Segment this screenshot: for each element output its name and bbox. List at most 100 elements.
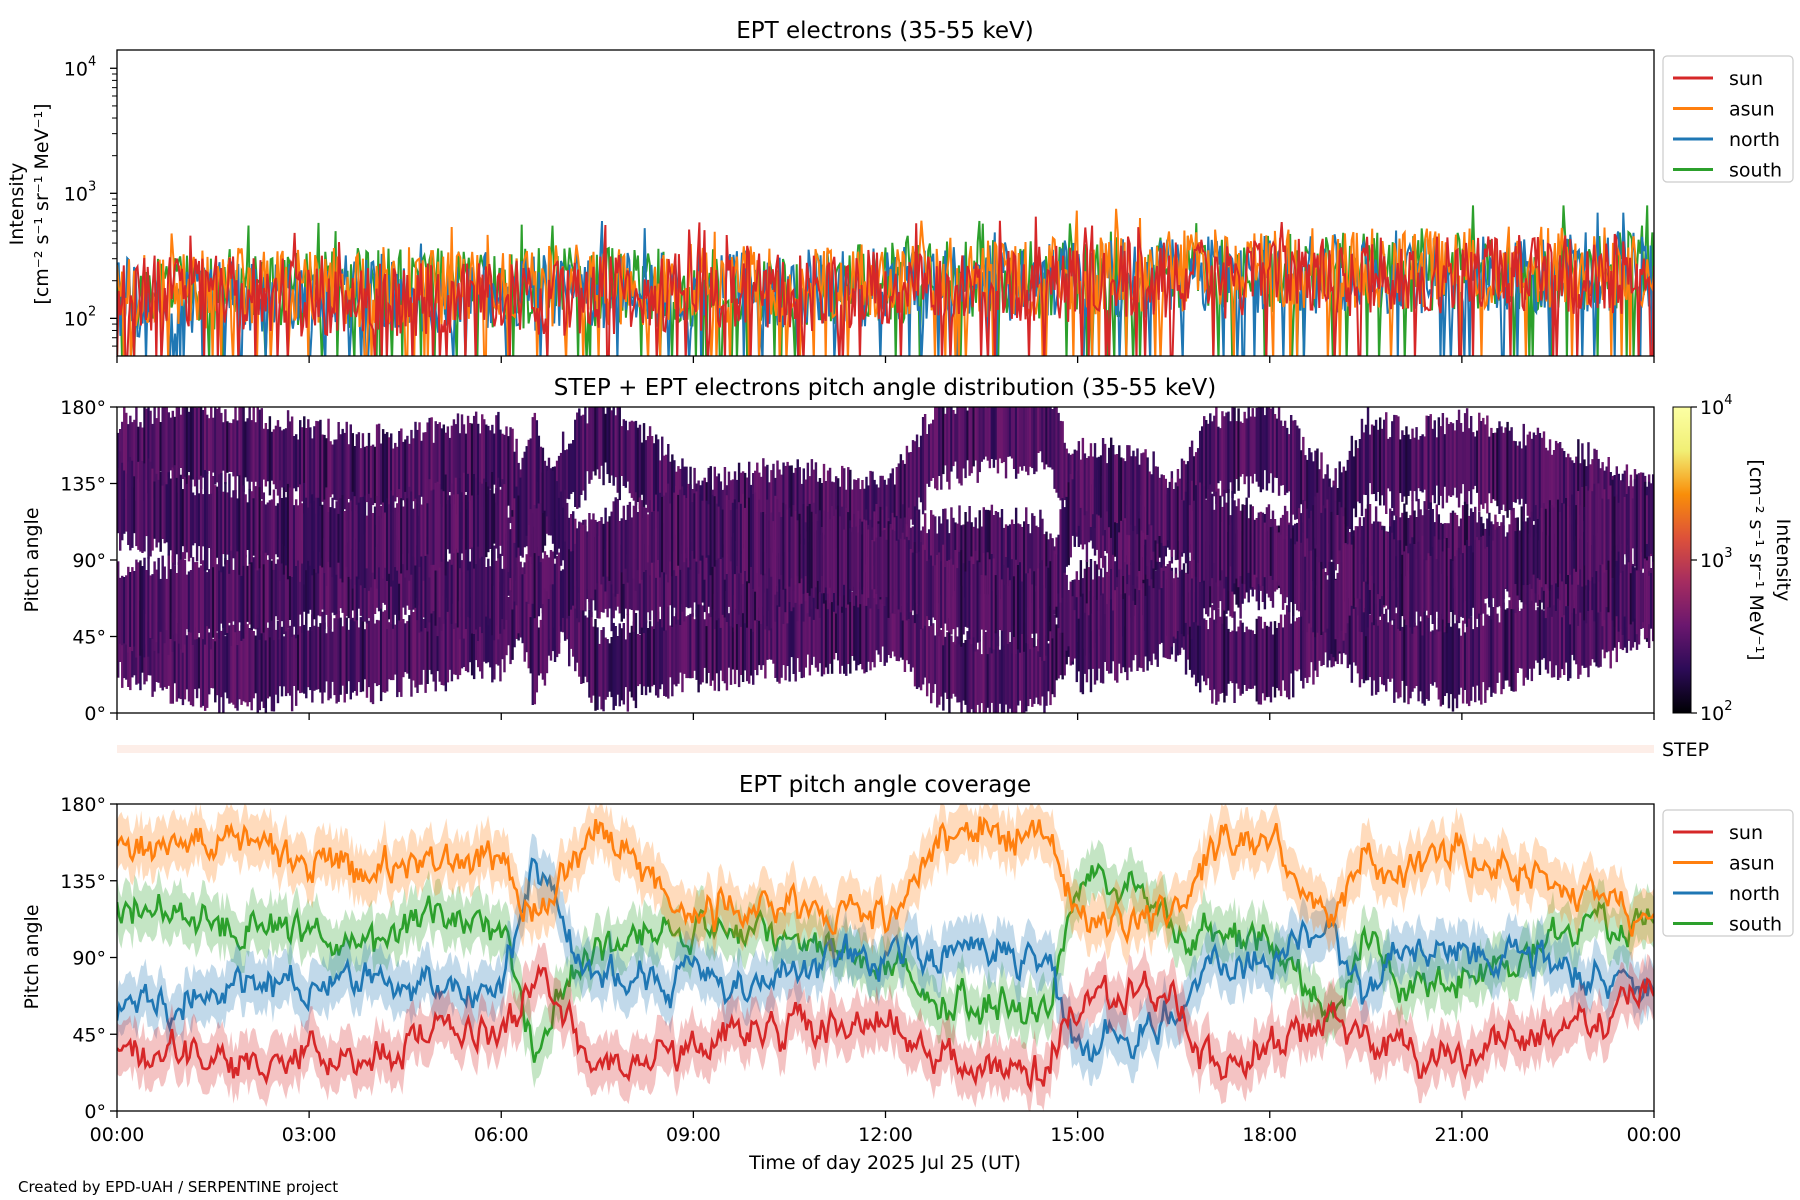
heat-cell-asun	[507, 436, 510, 506]
heat-cell-asun	[155, 418, 158, 478]
heat-cell-sun	[992, 640, 996, 713]
heat-cell-north	[770, 535, 773, 629]
heat-cell-asun	[1047, 407, 1050, 468]
heat-cell-sun	[1546, 594, 1550, 674]
heat-cell-sun	[750, 599, 753, 676]
heat-cell-sun	[646, 628, 650, 687]
heat-cell-sun	[962, 642, 965, 701]
heat-cell-south	[1645, 495, 1649, 544]
heat-cell-south	[683, 495, 686, 563]
heat-cell-north	[1093, 596, 1097, 685]
heat-cell-sun	[925, 609, 929, 697]
heat-cell-sun	[1223, 609, 1226, 703]
heat-cell-north	[719, 533, 723, 628]
heat-cell-south	[622, 505, 626, 584]
heat-cell-south	[792, 505, 795, 591]
heat-cell-asun	[1378, 417, 1382, 506]
heat-cell-asun	[1405, 426, 1408, 505]
heat-cell-sun	[729, 595, 733, 685]
heat-cell-south	[1229, 515, 1232, 567]
heat-cell-south	[1186, 482, 1190, 574]
heat-cell-south	[1188, 505, 1192, 553]
heat-cell-sun	[479, 598, 482, 672]
heat-cell-asun	[1530, 438, 1534, 514]
heat-cell-north	[499, 553, 502, 634]
heat-cell-sun	[436, 612, 439, 672]
heat-cell-sun	[390, 620, 393, 681]
heat-cell-sun	[628, 632, 632, 692]
heat-cell-north	[1075, 597, 1079, 683]
heat-cell-sun	[903, 597, 907, 672]
heat-cell-south	[224, 482, 227, 565]
heat-cell-asun	[1292, 420, 1295, 515]
heat-cell-asun	[1579, 463, 1582, 515]
heat-cell-sun	[1498, 622, 1501, 673]
heat-cell-south	[270, 499, 274, 560]
heat-cell-south	[1419, 554, 1422, 617]
heat-cell-south	[652, 511, 656, 563]
heat-cell-sun	[1524, 596, 1527, 678]
heat-cell-south	[489, 489, 492, 549]
heat-cell-asun	[800, 483, 803, 534]
heat-cell-asun	[1510, 427, 1513, 515]
heat-cell-sun	[444, 589, 448, 692]
heat-cell-sun	[1227, 628, 1230, 684]
heat-cell-south	[381, 502, 385, 579]
heat-cell-sun	[321, 611, 324, 704]
heat-cell-asun	[450, 425, 454, 504]
heat-cell-south	[1261, 512, 1265, 587]
heat-cell-asun	[1494, 432, 1497, 501]
heat-cell-sun	[208, 632, 211, 695]
heat-cell-north	[270, 560, 274, 621]
heat-cell-asun	[1429, 414, 1432, 511]
heat-cell-asun	[1552, 450, 1556, 515]
heat-cell-asun	[276, 420, 280, 496]
heat-cell-asun	[608, 407, 611, 483]
heat-cell-south	[721, 509, 725, 558]
heat-cell-asun	[129, 415, 132, 494]
heat-cell-north	[1136, 587, 1139, 671]
heat-cell-south	[1196, 500, 1200, 563]
heat-cell-south	[1170, 478, 1174, 557]
heat-cell-south	[468, 494, 472, 550]
heat-cell-north	[1643, 557, 1647, 640]
heat-cell-north	[940, 523, 943, 596]
heat-cell-south	[537, 627, 541, 676]
heat-cell-asun	[491, 424, 494, 494]
heat-cell-asun	[592, 407, 595, 472]
heat-cell-sun	[1364, 608, 1368, 681]
heat-cell-sun	[199, 618, 203, 708]
heat-cell-south	[826, 512, 830, 594]
heat-cell-south	[448, 495, 452, 554]
heat-cell-north	[333, 549, 336, 616]
panel1-ylabel-line1: Intensity	[6, 163, 28, 246]
panel2-xticks	[116, 713, 1655, 720]
heat-cell-north	[1116, 587, 1119, 683]
heat-cell-north	[681, 545, 684, 612]
heat-cell-south	[1275, 532, 1279, 582]
heat-cell-asun	[1571, 460, 1574, 514]
heat-cell-asun	[420, 440, 423, 497]
heat-cell-sun	[822, 581, 826, 675]
heat-cell-south	[511, 516, 514, 610]
heat-cell-asun	[1033, 407, 1036, 475]
heat-cell-sun	[596, 627, 599, 710]
heat-cell-asun	[141, 427, 144, 476]
heat-cell-south	[847, 512, 850, 605]
heat-cell-asun	[895, 467, 899, 552]
heat-cell-north	[628, 561, 632, 610]
heat-cell-north	[282, 543, 286, 635]
heat-cell-north	[1603, 544, 1606, 621]
heat-cell-sun	[1579, 584, 1582, 675]
colorbar	[1672, 406, 1692, 714]
heat-cell-south	[1500, 522, 1503, 608]
heat-cell-south	[1391, 532, 1394, 621]
legend-label-north: north	[1729, 883, 1780, 905]
heat-cell-asun	[1492, 433, 1495, 500]
heat-cell-north	[1091, 613, 1095, 669]
heat-cell-sun	[325, 633, 328, 682]
heat-cell-asun	[762, 458, 765, 560]
heat-cell-asun	[278, 426, 282, 491]
heat-cell-south	[711, 494, 714, 567]
